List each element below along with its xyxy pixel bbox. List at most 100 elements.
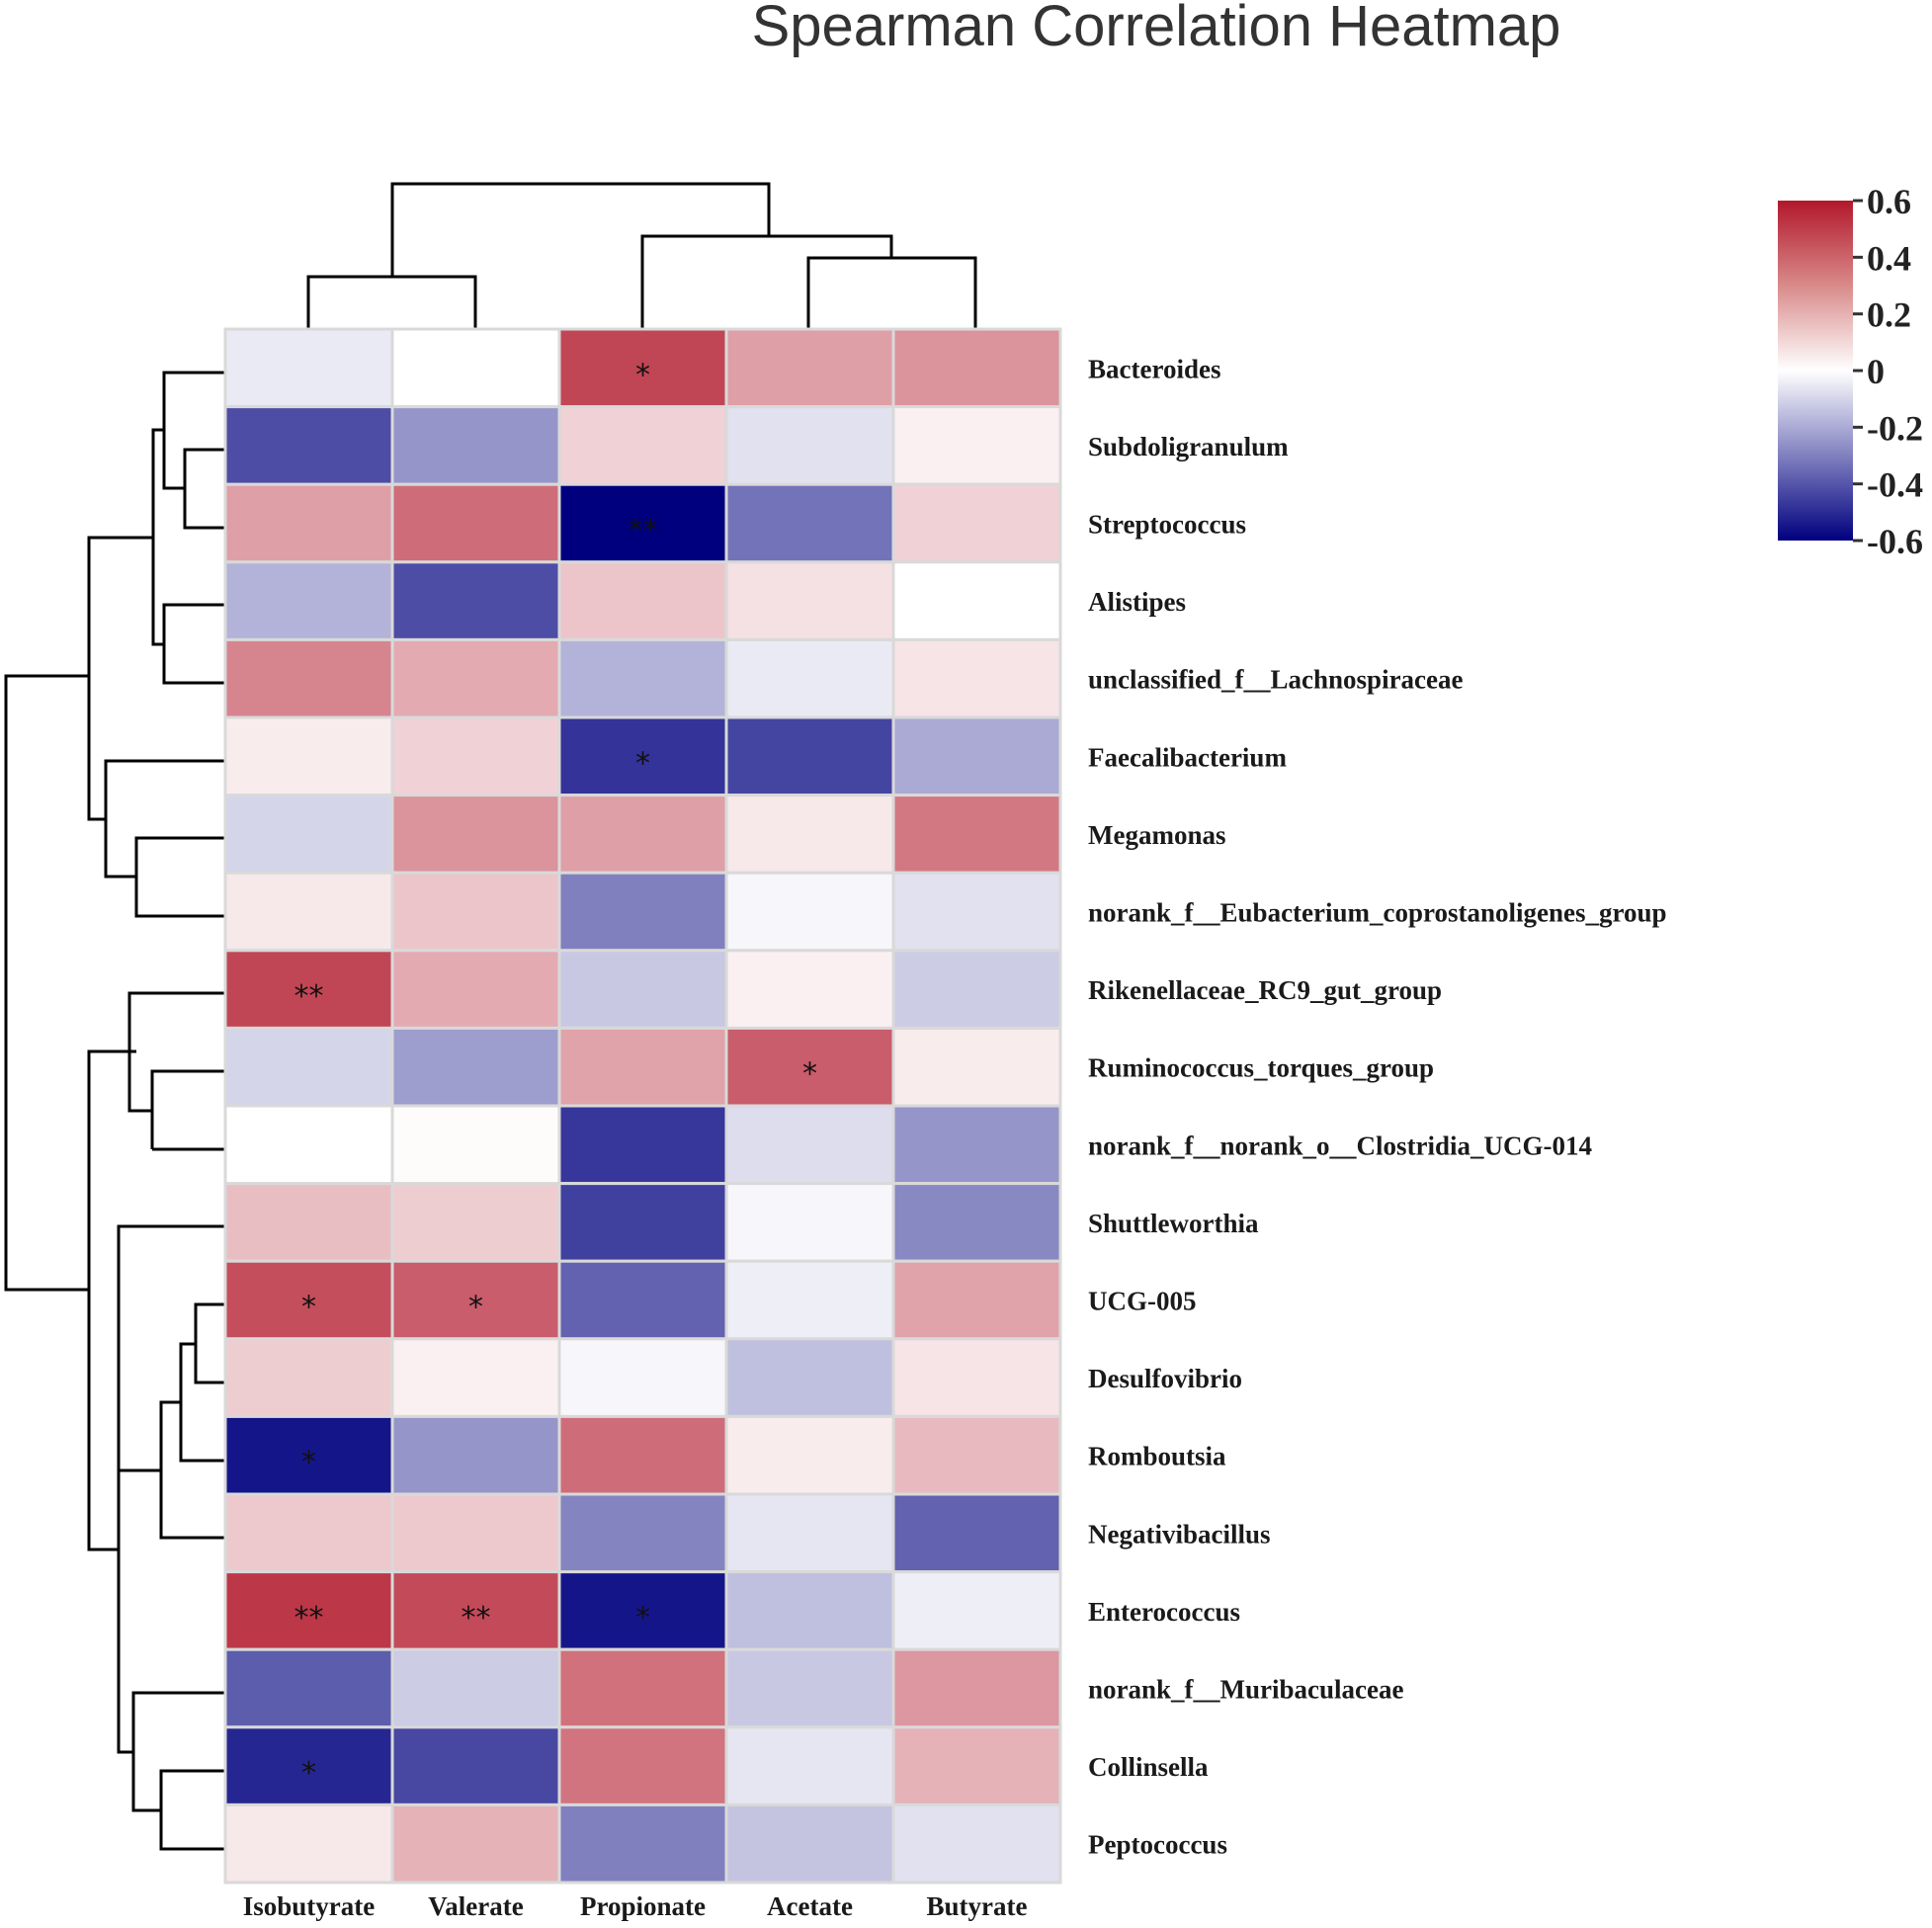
colorbar-tick-label: -0.2 [1867,408,1923,448]
colorbar-tick-label: -0.6 [1867,522,1923,561]
heatmap-cell [557,327,728,409]
heatmap-cell [891,1337,1062,1418]
heatmap-cell [557,1414,728,1496]
heatmap-cell [223,327,394,409]
significance-markers: ******** **** ** ** [294,358,818,1791]
row-label: Desulfovibrio [1088,1364,1242,1393]
heatmap-cell [724,482,895,564]
heatmap-cell [891,1104,1062,1186]
column-label: Propionate [580,1891,706,1921]
heatmap-cell [223,871,394,953]
heatmap-cell [557,560,728,641]
row-label: Peptococcus [1088,1830,1227,1860]
heatmap-cell [724,327,895,409]
heatmap-cell [223,1182,394,1263]
heatmap-cell [223,1414,394,1496]
heatmap-cell [724,1647,895,1729]
heatmap-cell [223,1337,394,1418]
significance-marker: ** [629,514,658,548]
heatmap-cell [223,715,394,797]
column-label: Valerate [428,1891,523,1921]
heatmap-cell [891,1492,1062,1574]
heatmap-cell [557,949,728,1030]
heatmap-cell [223,1104,394,1186]
heatmap-cell [891,1026,1062,1108]
row-label: Ruminococcus_torques_group [1088,1053,1434,1083]
row-label: UCG-005 [1088,1287,1197,1316]
heatmap-cell [891,482,1062,564]
significance-marker: * [301,1291,316,1325]
row-label: Romboutsia [1088,1442,1226,1471]
heatmap-cell [557,1492,728,1574]
row-label: unclassified_f__Lachnospiraceae [1088,665,1464,695]
heatmap-cell [724,1414,895,1496]
heatmap-cell [223,1647,394,1729]
heatmap-cell [557,1725,728,1806]
significance-marker: ** [294,1601,324,1635]
heatmap-cell [390,1104,561,1186]
chart-title: Spearman Correlation Heatmap [752,0,1561,58]
heatmap-cell [557,1802,728,1885]
row-label: Alistipes [1088,587,1186,617]
heatmap-cell [724,1802,895,1885]
heatmap-cell [891,327,1062,409]
heatmap-cell [724,794,895,875]
heatmap-cell [891,1259,1062,1341]
heatmap-cell [390,327,561,409]
heatmap-cell [390,1570,561,1651]
heatmap-cell [390,1337,561,1418]
heatmap-cell [891,1802,1062,1885]
heatmap-cell [223,637,394,719]
heatmap-cell [223,1259,394,1341]
heatmap-cell [390,1647,561,1729]
heatmap-cell [390,1725,561,1806]
heatmap-cell [390,405,561,486]
row-label: Subdoligranulum [1088,432,1289,461]
heatmap-cell [557,1337,728,1418]
heatmap-cell [390,482,561,564]
heatmap-cell [724,1337,895,1418]
heatmap-cell [390,1414,561,1496]
row-label: Megamonas [1088,820,1225,850]
colorbar-tick-label: -0.4 [1867,465,1923,505]
heatmap-cell [390,1182,561,1263]
heatmap-cell [891,715,1062,797]
heatmap-cell [891,1725,1062,1806]
heatmap-cell [390,1492,561,1574]
column-label: Butyrate [927,1891,1028,1921]
heatmap-cell [891,1570,1062,1651]
heatmap-cell [557,1259,728,1341]
colorbar: 0.6 0.4 0.2 0 -0.2 -0.4 -0.6 [1778,182,1923,561]
column-label: Isobutyrate [243,1891,376,1921]
heatmap-cell [891,637,1062,719]
heatmap-cell [891,1414,1062,1496]
column-label: Acetate [767,1891,853,1921]
heatmap-cell [390,637,561,719]
heatmap-cell [223,1725,394,1806]
heatmap-cell [891,560,1062,641]
heatmap-cell [557,1026,728,1108]
heatmap-cell [390,715,561,797]
heatmap-cell [390,1802,561,1885]
heatmap-cell [891,1182,1062,1263]
significance-marker: * [635,358,650,392]
significance-marker: * [635,746,650,781]
heatmap-cell [223,1492,394,1574]
heatmap-cell [724,560,895,641]
row-labels: Bacteroides Subdoligranulum Streptococcus A… [1088,354,1667,1859]
heatmap-cell [724,1104,895,1186]
row-label: Negativibacillus [1088,1519,1271,1549]
colorbar-tick-label: 0.4 [1867,238,1911,278]
row-label: Enterococcus [1088,1597,1240,1627]
significance-marker: ** [294,979,324,1014]
heatmap-cell [557,482,728,564]
significance-marker: * [301,1756,316,1791]
heatmap-cell [891,949,1062,1030]
heatmap-cell [390,949,561,1030]
heatmap-cell [223,405,394,486]
row-label: Bacteroides [1088,354,1220,383]
heatmap-cell [724,871,895,953]
colorbar-tick-label: 0.2 [1867,295,1911,335]
row-label: norank_f__Eubacterium_coprostanoligenes_… [1088,898,1667,928]
